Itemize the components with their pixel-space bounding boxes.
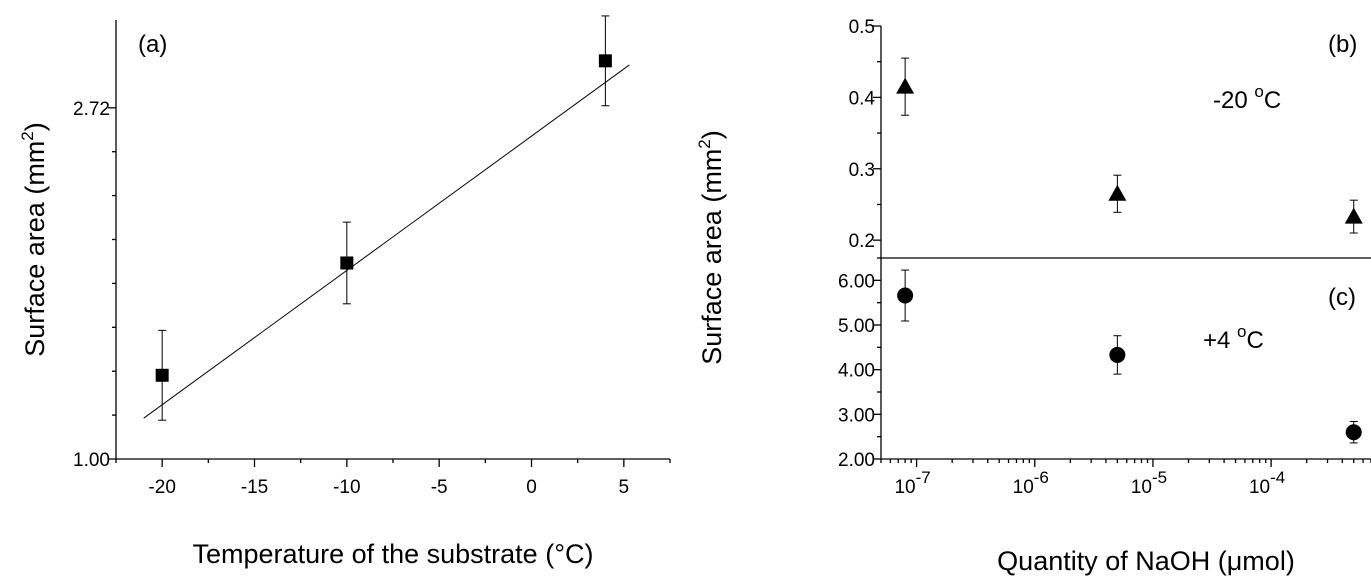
panel-c-annotation-text: +4: [1203, 327, 1237, 354]
panel-c-y-tick-label: 6.00: [838, 271, 875, 292]
panel-bc-y-axis-title-main: Surface area (mm: [697, 149, 727, 365]
panel-c-y-tick-label: 5.00: [838, 316, 875, 337]
panel-c-x-tick-label-exp: -4: [1270, 468, 1285, 487]
panel-c-x-axis-title: Quantity of NaOH (μmol): [997, 546, 1295, 576]
panel-c-x-tick-label-exp: -7: [916, 468, 931, 487]
panel-a-x-tick-label: 0: [526, 477, 537, 498]
panel-bc-y-axis-title: Surface area (mm2): [695, 130, 727, 365]
panel-b-data-point: [896, 78, 914, 94]
panel-b-y-tick-label: 0.5: [849, 17, 875, 38]
panel-a-x-axis-title: Temperature of the substrate (°C): [193, 539, 594, 569]
panel-c-data-point: [897, 288, 913, 304]
panel-c-x-tick-label-base: 10: [1131, 477, 1152, 498]
panel-c-x-tick-label: 10-4: [1249, 468, 1285, 498]
panel-b-annotation-degree: o: [1254, 82, 1263, 101]
panel-a-y-axis-title: Surface area (mm2): [18, 122, 50, 357]
panel-a-data-point: [156, 369, 169, 382]
panel-c-x-tick-label-exp: -5: [1152, 468, 1167, 487]
panel-a-label: (a): [138, 31, 167, 58]
panel-b-y-tick-label: 0.4: [849, 88, 876, 109]
panel-c-y-tick-label: 4.00: [838, 361, 875, 382]
panel-c-x-tick-label-base: 10: [894, 477, 915, 498]
panel-a-x-tick-label: -10: [333, 477, 360, 498]
panel-c-y-tick-label: 2.00: [838, 450, 875, 471]
panel-a-x-tick-label: 5: [619, 477, 630, 498]
panel-a-x-tick-label: -15: [241, 477, 268, 498]
panel-a-y-axis-title-sup: 2: [18, 131, 37, 140]
panel-b-y-tick-label: 0.3: [849, 160, 875, 181]
panel-a-y-tick-label: 1.00: [73, 450, 110, 471]
panel-b-annotation: -20 oC: [1213, 82, 1281, 114]
panel-b-annotation-text: -20: [1213, 87, 1254, 114]
panel-c-x-tick-label: 10-5: [1131, 468, 1167, 498]
panel-c-x-tick-label: 10-7: [894, 468, 930, 498]
panel-c-x-tick-label-exp: -6: [1034, 468, 1049, 487]
panel-b-data-point: [1345, 208, 1363, 224]
panel-b-label: (b): [1328, 31, 1357, 58]
panel-c-y-tick-label: 3.00: [838, 405, 875, 426]
panel-a-y-tick-label: 2.72: [73, 99, 110, 120]
panel-b-annotation-unit: C: [1264, 87, 1281, 114]
panel-c-label: (c): [1328, 284, 1356, 311]
panel-c-data-point: [1109, 347, 1125, 363]
panel-b-y-tick-label: 0.2: [849, 231, 875, 252]
panel-c-x-tick-label-base: 10: [1249, 477, 1270, 498]
panel-c-x-tick-label: 10-6: [1013, 468, 1049, 498]
panel-bc-y-axis-title-close: ): [697, 130, 727, 139]
panel-c-annotation: +4 oC: [1203, 322, 1264, 354]
panel-a-fit-line: [144, 65, 630, 418]
panel-a-x-tick-label: -5: [431, 477, 448, 498]
panel-c-x-tick-label-base: 10: [1013, 477, 1034, 498]
panel-b-data-point: [1108, 185, 1126, 201]
panel-a-y-axis-title-close: ): [20, 122, 50, 131]
panel-bc-y-axis-title-sup: 2: [695, 139, 714, 148]
panel-c-annotation-unit: C: [1247, 327, 1264, 354]
panel-a-data-point: [599, 54, 612, 67]
panel-c-annotation-degree: o: [1237, 322, 1246, 341]
panel-a-y-axis-title-main: Surface area (mm: [20, 141, 50, 357]
panel-a-data-point: [340, 256, 353, 269]
panel-a-x-tick-label: -20: [148, 477, 175, 498]
panel-c-data-point: [1346, 424, 1362, 440]
